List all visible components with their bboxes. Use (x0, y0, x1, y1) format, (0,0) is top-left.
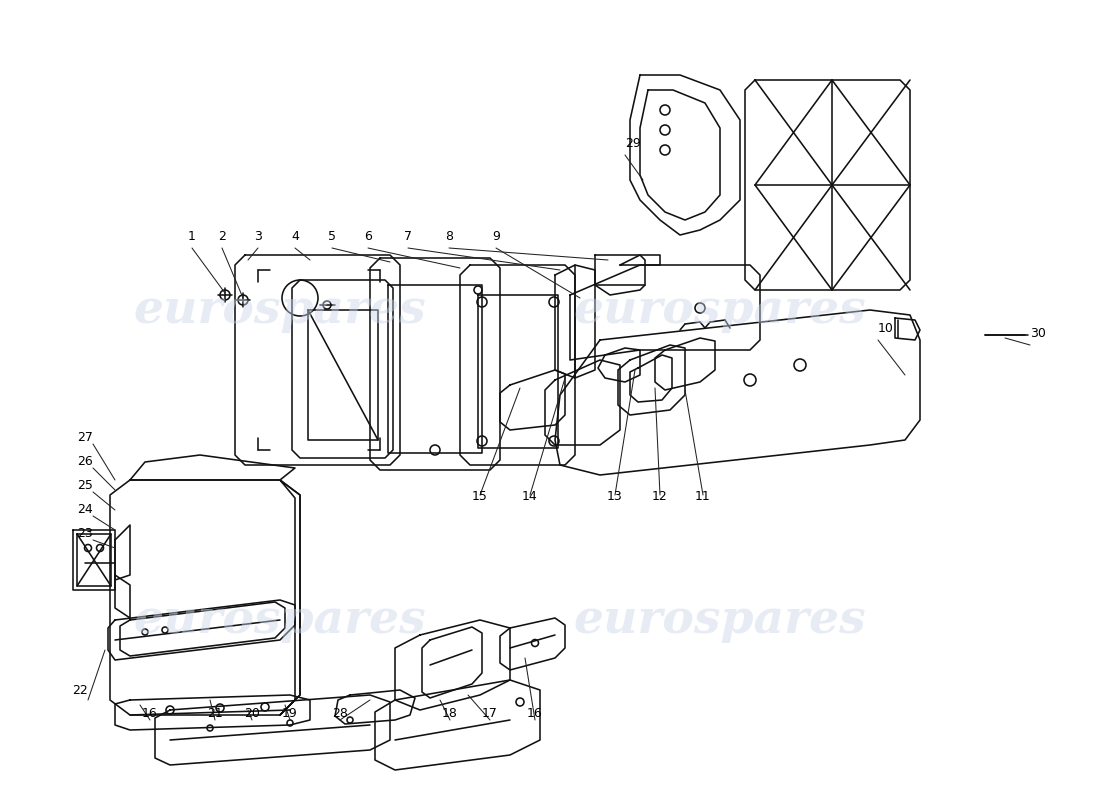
Text: 12: 12 (652, 490, 668, 503)
Text: 5: 5 (328, 230, 336, 243)
Text: 30: 30 (1030, 327, 1046, 340)
Text: 13: 13 (607, 490, 623, 503)
Text: 18: 18 (442, 707, 458, 720)
Text: eurospares: eurospares (133, 287, 427, 333)
Text: 15: 15 (472, 490, 488, 503)
Text: 25: 25 (77, 479, 94, 492)
Text: 21: 21 (207, 707, 223, 720)
Text: 14: 14 (522, 490, 538, 503)
Text: 17: 17 (482, 707, 498, 720)
Text: 2: 2 (218, 230, 226, 243)
Text: 28: 28 (332, 707, 348, 720)
Text: eurospares: eurospares (133, 597, 427, 643)
Text: 10: 10 (878, 322, 894, 335)
Text: 22: 22 (73, 684, 88, 697)
Text: 27: 27 (77, 431, 94, 444)
Text: eurospares: eurospares (573, 287, 867, 333)
Text: 6: 6 (364, 230, 372, 243)
Text: 16: 16 (527, 707, 543, 720)
Text: 4: 4 (292, 230, 299, 243)
Text: 3: 3 (254, 230, 262, 243)
Text: 23: 23 (77, 527, 94, 540)
Text: 9: 9 (492, 230, 499, 243)
Text: 24: 24 (77, 503, 94, 516)
Text: 11: 11 (695, 490, 711, 503)
Text: 16: 16 (142, 707, 158, 720)
Text: 8: 8 (446, 230, 453, 243)
Text: eurospares: eurospares (573, 597, 867, 643)
Text: 29: 29 (625, 137, 640, 150)
Text: 7: 7 (404, 230, 412, 243)
Text: 19: 19 (282, 707, 298, 720)
Text: 1: 1 (188, 230, 196, 243)
Text: 20: 20 (244, 707, 260, 720)
Text: 26: 26 (77, 455, 94, 468)
